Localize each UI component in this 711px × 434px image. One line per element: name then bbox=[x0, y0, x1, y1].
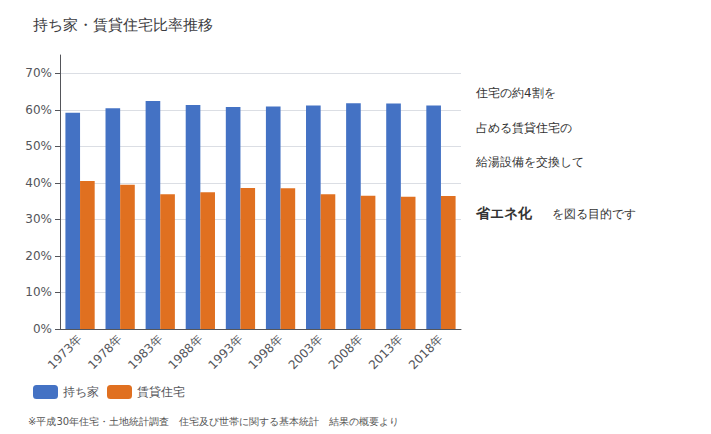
svg-text:60%: 60% bbox=[25, 103, 52, 117]
svg-text:1973年: 1973年 bbox=[45, 332, 85, 372]
svg-text:2013年: 2013年 bbox=[366, 332, 406, 372]
svg-text:1998年: 1998年 bbox=[246, 332, 286, 372]
svg-text:2008年: 2008年 bbox=[326, 332, 366, 372]
svg-text:占める賃貸住宅の: 占める賃貸住宅の bbox=[476, 121, 572, 135]
svg-text:70%: 70% bbox=[25, 66, 52, 80]
svg-text:1983年: 1983年 bbox=[125, 332, 165, 372]
svg-text:持ち家: 持ち家 bbox=[63, 385, 99, 399]
svg-text:40%: 40% bbox=[25, 176, 52, 190]
svg-text:住宅の約4割を: 住宅の約4割を bbox=[475, 86, 556, 100]
svg-text:を図る目的です: を図る目的です bbox=[552, 207, 636, 221]
svg-text:持ち家・賃貸住宅比率推移: 持ち家・賃貸住宅比率推移 bbox=[33, 16, 213, 34]
svg-text:省エネ化: 省エネ化 bbox=[475, 205, 533, 221]
svg-text:1988年: 1988年 bbox=[165, 332, 205, 372]
svg-text:30%: 30% bbox=[25, 212, 52, 226]
svg-text:20%: 20% bbox=[25, 249, 52, 263]
svg-text:2003年: 2003年 bbox=[286, 332, 326, 372]
svg-text:賃貸住宅: 賃貸住宅 bbox=[137, 385, 185, 399]
svg-text:2018年: 2018年 bbox=[406, 332, 446, 372]
svg-text:50%: 50% bbox=[25, 139, 52, 153]
svg-text:0%: 0% bbox=[33, 322, 52, 336]
svg-text:10%: 10% bbox=[25, 285, 52, 299]
svg-text:1978年: 1978年 bbox=[85, 332, 125, 372]
svg-text:給湯設備を交換して: 給湯設備を交換して bbox=[475, 155, 584, 169]
svg-text:※平成30年住宅・土地統計調査 住宅及び世帯に関する基本統計: ※平成30年住宅・土地統計調査 住宅及び世帯に関する基本統計 結果の概要より bbox=[28, 416, 399, 427]
svg-text:1993年: 1993年 bbox=[205, 332, 245, 372]
